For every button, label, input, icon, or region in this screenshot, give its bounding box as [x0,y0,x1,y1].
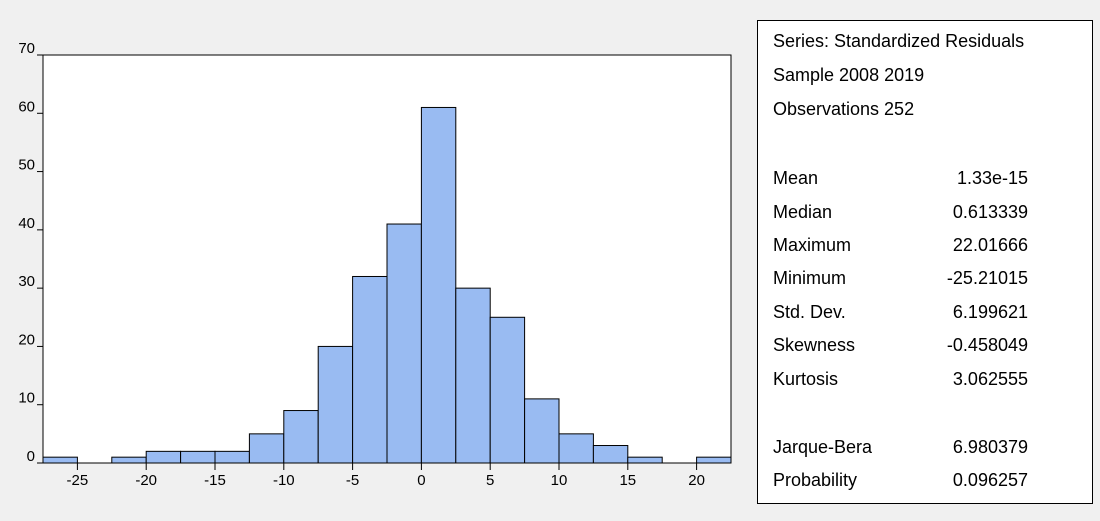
stat-label: Std. Dev. [773,302,846,322]
histogram-bar [696,456,732,464]
stat-value: 22.01666 [952,235,1028,255]
histogram-bar [42,456,78,464]
histogram-bar [317,345,354,464]
x-tick-label: -10 [273,472,295,489]
stat-label: Probability [773,470,858,490]
x-tick-label: 0 [417,472,425,489]
x-tick-label: 15 [619,472,636,489]
x-tick-label: 5 [486,472,494,489]
stat-label: Mean [773,168,819,188]
stat-value: 6.980379 [952,437,1028,457]
y-tick-label: 10 [18,390,35,407]
series-title: Series: Standardized Residuals [773,31,1025,51]
y-tick-label: 0 [27,448,35,465]
stat-value: 6.199621 [952,302,1028,322]
histogram-bar [214,450,250,464]
y-axis: 0 10 20 30 40 50 60 70 [18,40,43,465]
histogram-bar [386,223,422,464]
stat-row-kurtosis: Kurtosis 3.062555 [773,369,1073,393]
sample-range: Sample 2008 2019 [773,65,925,85]
x-axis: -25 -20 -15 -10 -5 0 5 10 15 20 [67,463,705,489]
stat-value: -0.458049 [946,335,1028,355]
histogram-bar [111,456,147,464]
descriptive-statistics-panel: Series: Standardized Residuals Sample 20… [757,20,1093,504]
x-tick-label: 10 [551,472,568,489]
histogram-bar [420,106,457,464]
stat-value: 0.613339 [952,202,1028,222]
stat-row-maximum: Maximum 22.01666 [773,235,1073,259]
stat-row-jarque-bera: Jarque-Bera 6.980379 [773,437,1073,461]
histogram-bar [627,456,663,464]
stat-label: Skewness [773,335,856,355]
histogram-bar [592,445,629,464]
stat-label: Maximum [773,235,852,255]
y-tick-label: 70 [18,40,35,57]
x-tick-label: -15 [204,472,226,489]
stat-value: 0.096257 [952,470,1028,490]
histogram-bars [42,106,732,464]
histogram-bar [524,398,560,464]
stat-row-median: Median 0.613339 [773,202,1073,226]
stat-value: 1.33e-15 [956,168,1028,188]
stat-label: Jarque-Bera [773,437,873,457]
histogram-bar [180,450,216,464]
x-tick-label: -5 [346,472,359,489]
histogram-bar [352,275,388,464]
histogram-bar [489,316,526,464]
plot-area-frame [42,54,732,464]
stat-row-minimum: Minimum -25.21015 [773,268,1073,292]
observations-count: Observations 252 [773,99,915,119]
x-tick-label: 20 [688,472,705,489]
residuals-histogram: -25 -20 -15 -10 -5 0 5 10 15 20 0 10 20 30 40 50 60 70 [18,40,732,489]
y-tick-label: 30 [18,273,35,290]
stat-value: -25.21015 [946,268,1028,288]
stat-row-std-dev: Std. Dev. 6.199621 [773,302,1073,326]
y-tick-label: 40 [18,215,35,232]
stat-label: Minimum [773,268,847,288]
stat-row-mean: Mean 1.33e-15 [773,168,1073,192]
histogram-bar [283,410,319,464]
stat-label: Kurtosis [773,369,839,389]
y-tick-label: 20 [18,331,35,348]
x-tick-label: -20 [135,472,157,489]
y-tick-label: 60 [18,98,35,115]
histogram-bar [455,287,491,464]
x-tick-label: -25 [67,472,89,489]
histogram-bar [558,433,594,464]
histogram-bar [145,450,182,464]
y-tick-label: 50 [18,157,35,174]
stat-row-probability: Probability 0.096257 [773,470,1073,494]
stat-value: 3.062555 [952,369,1028,389]
stat-row-skewness: Skewness -0.458049 [773,335,1073,359]
stat-label: Median [773,202,833,222]
histogram-bar [248,433,285,464]
